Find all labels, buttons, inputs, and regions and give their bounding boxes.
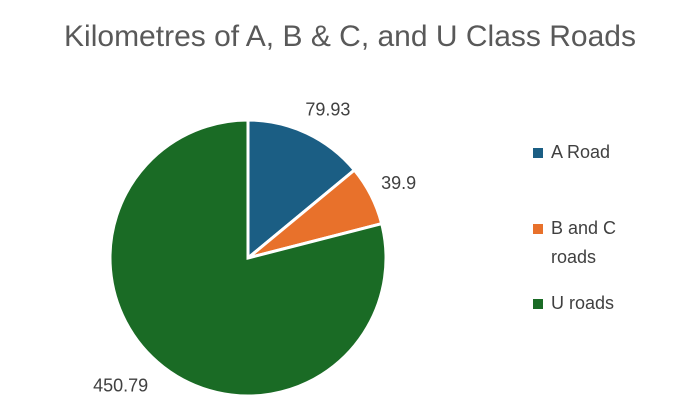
chart-title: Kilometres of A, B & C, and U Class Road… [64, 20, 636, 53]
pie-slice [108, 118, 388, 398]
legend-label: B and C roads [551, 218, 617, 267]
legend-swatch [533, 148, 543, 158]
legend-label: U roads [551, 293, 615, 313]
legend-swatch [533, 224, 543, 234]
pie-slice [246, 118, 357, 262]
data-label: 79.93 [305, 99, 350, 119]
legend-swatch [533, 299, 543, 309]
legend-item: A Road [533, 138, 636, 167]
data-label: 450.79 [93, 375, 148, 395]
legend-item: U roads [533, 289, 636, 318]
data-label: 39.9 [381, 173, 416, 193]
legend-label: A Road [551, 142, 611, 162]
legend-item: B and C roads [533, 214, 636, 272]
